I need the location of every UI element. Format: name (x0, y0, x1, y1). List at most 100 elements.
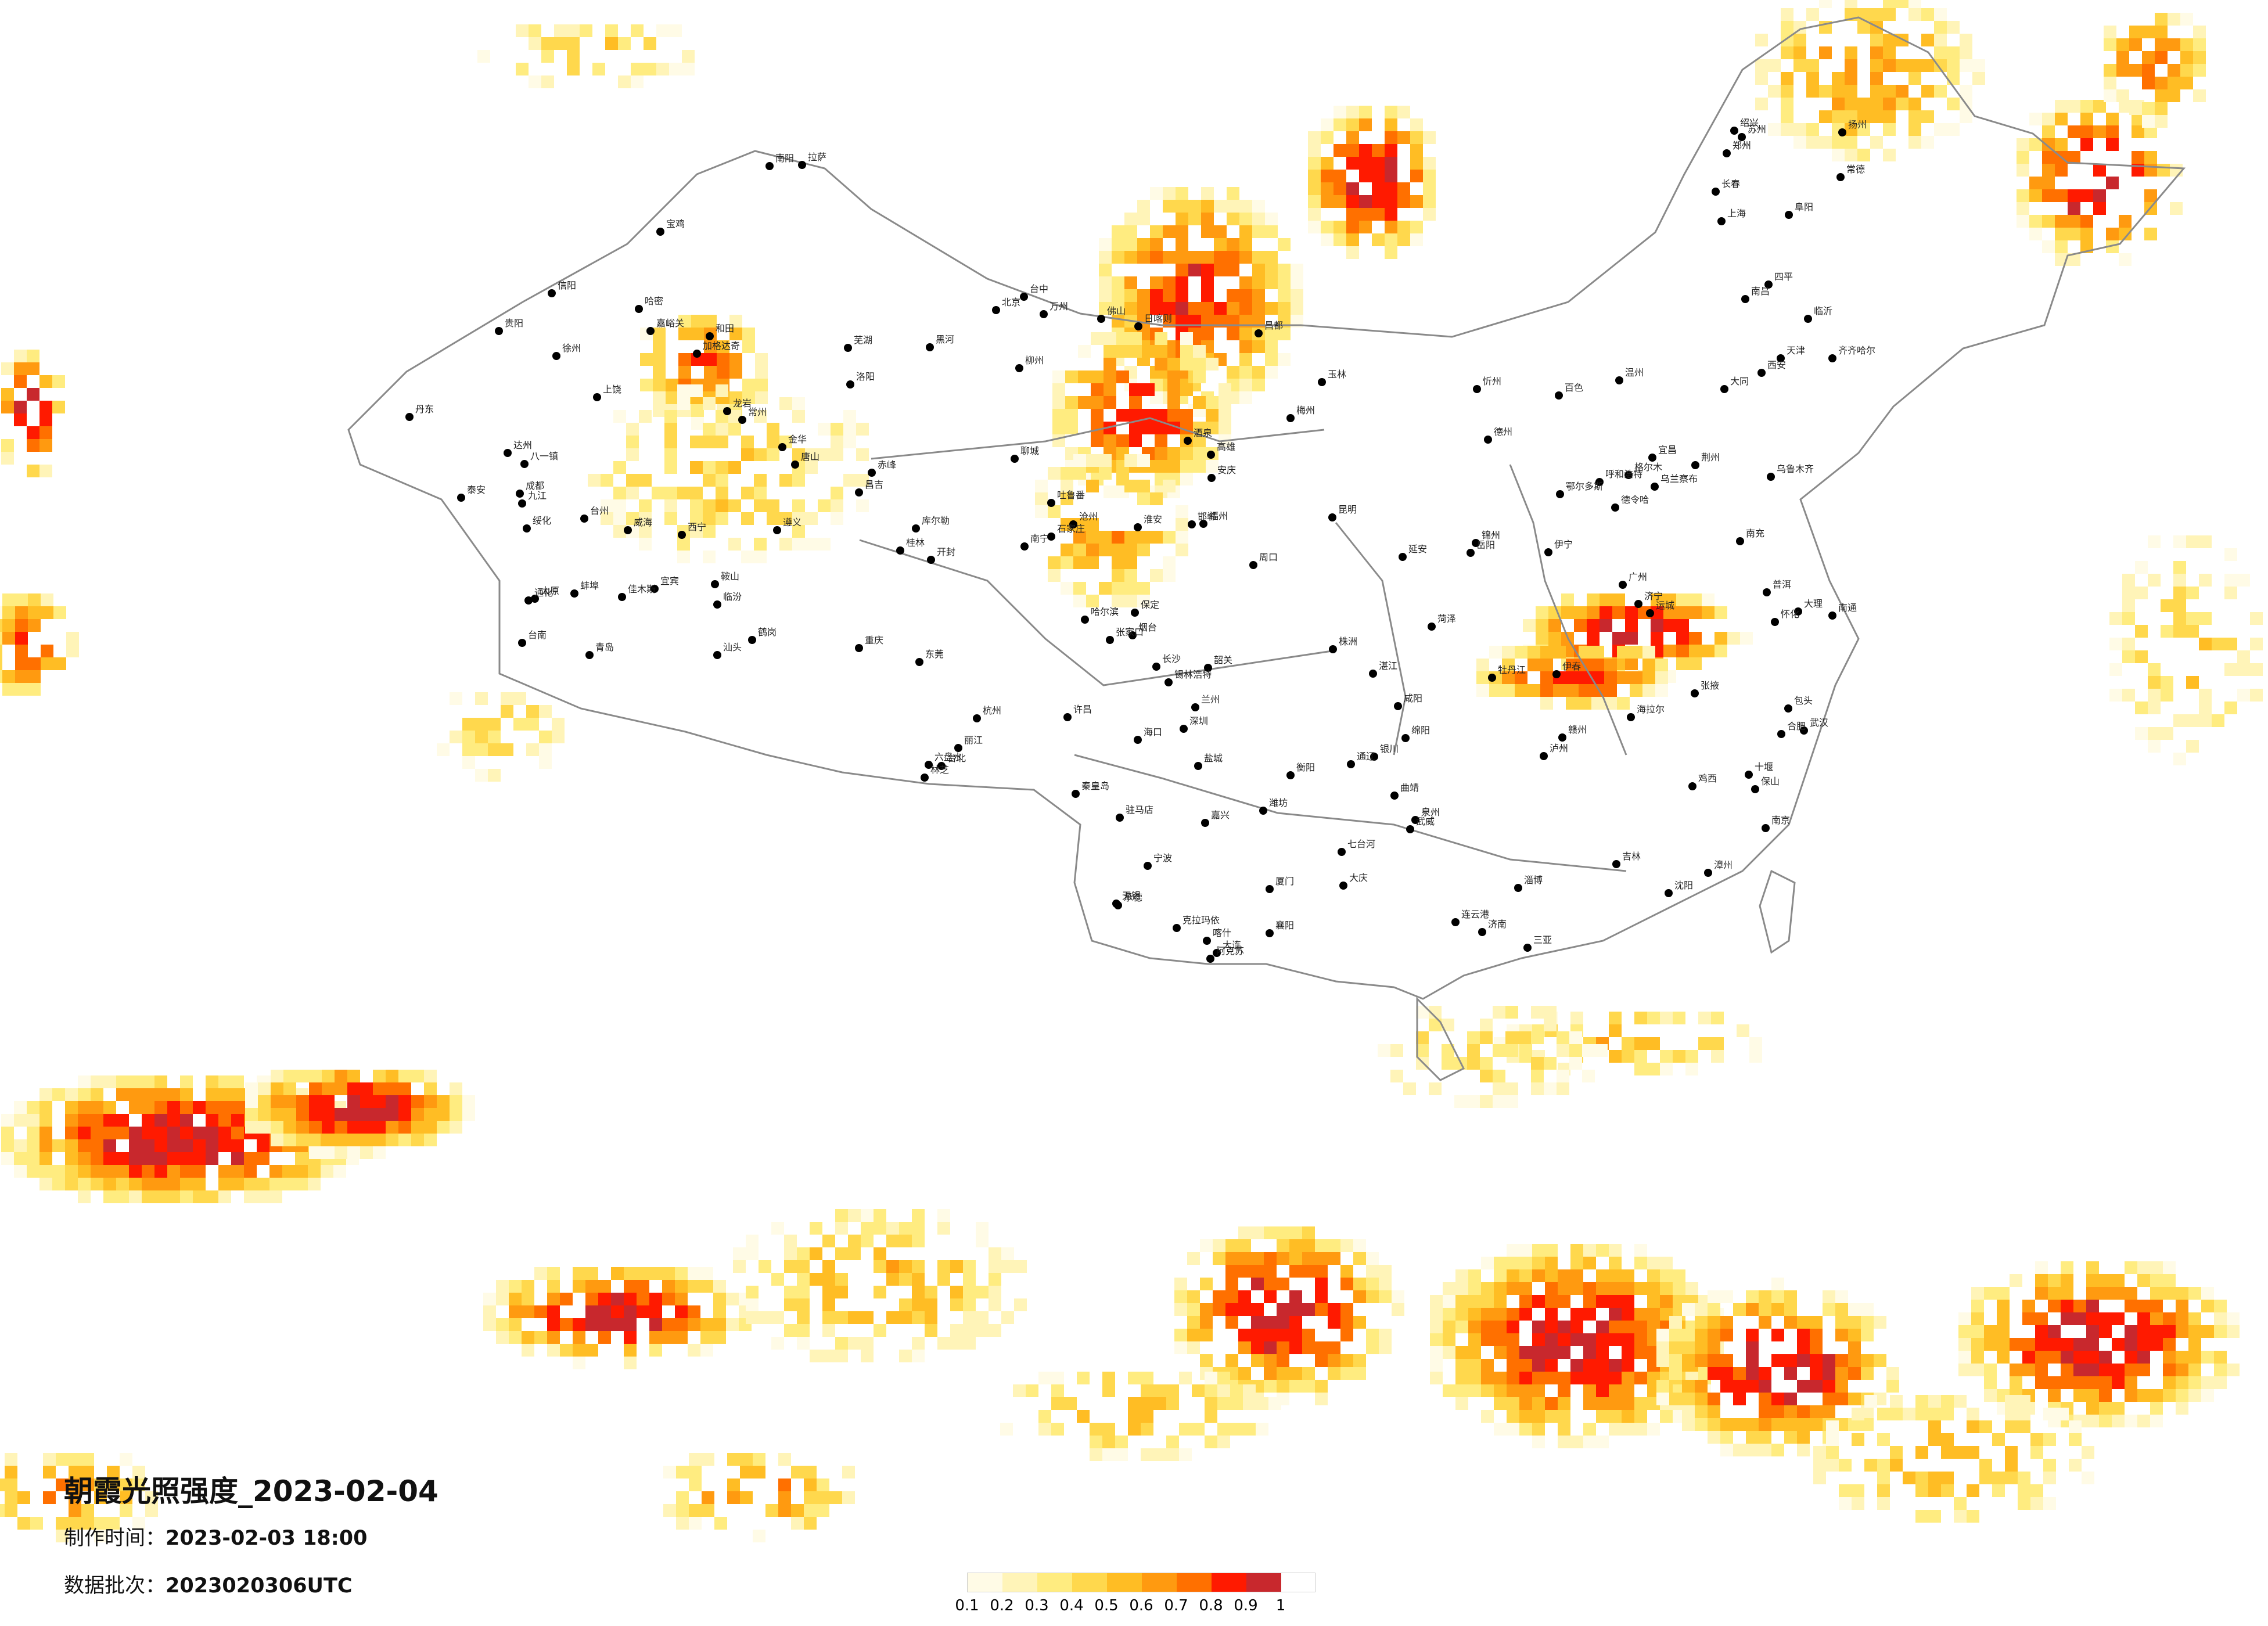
city-marker (624, 526, 632, 534)
intensity-cell (2148, 663, 2161, 676)
intensity-cell (1179, 1448, 1192, 1461)
intensity-cell (1289, 1329, 1302, 1341)
intensity-cell (322, 1082, 335, 1095)
intensity-cell (1112, 315, 1124, 328)
intensity-cell (1507, 1269, 1519, 1282)
intensity-cell (2150, 1389, 2163, 1402)
intensity-cell (702, 1504, 714, 1517)
intensity-cell (573, 1318, 585, 1331)
intensity-cell (1997, 1300, 2010, 1312)
intensity-cell (817, 1504, 829, 1517)
intensity-cell (411, 1121, 424, 1134)
intensity-cell (899, 1222, 912, 1235)
legend-tick-label: 0.1 (955, 1597, 979, 1614)
intensity-cell (1570, 1269, 1583, 1282)
intensity-cell (1908, 98, 1921, 110)
intensity-cell (1141, 1397, 1153, 1410)
intensity-cell (856, 423, 869, 436)
intensity-cell (2112, 1364, 2125, 1376)
intensity-cell (295, 1178, 308, 1190)
intensity-cell (1167, 409, 1180, 422)
intensity-cell (1201, 187, 1214, 200)
intensity-cell (727, 1491, 740, 1504)
intensity-cell (1622, 1050, 1634, 1063)
intensity-cell (1193, 447, 1206, 460)
intensity-cell (1291, 264, 1303, 276)
intensity-cell (2161, 625, 2173, 638)
intensity-cell (1291, 276, 1303, 289)
intensity-cell (818, 448, 831, 461)
intensity-cell (1102, 1436, 1115, 1448)
intensity-cell (218, 1178, 231, 1190)
city-label: 南阳 (775, 153, 794, 164)
intensity-cell (726, 1293, 739, 1305)
intensity-cell (1544, 1006, 1557, 1019)
intensity-cell (103, 1152, 116, 1165)
intensity-cell (664, 461, 677, 474)
intensity-cell (1214, 200, 1227, 213)
intensity-cell (258, 1108, 271, 1121)
intensity-cell (1252, 276, 1265, 289)
intensity-cell (1278, 276, 1291, 289)
intensity-cell (1137, 492, 1150, 505)
intensity-cell (2104, 26, 2116, 38)
intensity-cell (1591, 671, 1604, 684)
intensity-cell (231, 1101, 244, 1114)
city-label: 连云港 (1461, 909, 1489, 920)
city-marker (1207, 474, 1216, 482)
intensity-cell (1163, 276, 1176, 289)
intensity-cell (1848, 1341, 1861, 1354)
intensity-cell (2122, 689, 2135, 702)
intensity-cell (1251, 1252, 1264, 1265)
intensity-cell (1733, 1380, 1746, 1393)
intensity-cell (2119, 100, 2132, 113)
intensity-cell (592, 63, 605, 75)
intensity-cell (848, 1247, 861, 1260)
intensity-cell (1947, 59, 1960, 72)
intensity-cell (716, 436, 728, 448)
intensity-cell (2069, 1459, 2082, 1472)
intensity-cell (626, 512, 639, 525)
city-marker (1411, 816, 1419, 824)
intensity-cell (1861, 1329, 1874, 1341)
city-label: 威海 (634, 517, 652, 528)
intensity-cell (1494, 1282, 1507, 1295)
intensity-cell (1569, 1031, 1582, 1044)
intensity-cell (1315, 1303, 1328, 1316)
intensity-cell (1489, 684, 1502, 697)
city-label: 合肥 (1787, 721, 1806, 732)
city-marker (896, 546, 904, 555)
intensity-cell (1870, 46, 1883, 59)
intensity-cell (2055, 189, 2068, 202)
intensity-cell (716, 487, 728, 499)
intensity-cell (1238, 1303, 1251, 1316)
intensity-cell (1695, 1393, 1708, 1405)
intensity-cell (925, 1298, 937, 1311)
intensity-cell (1480, 1095, 1493, 1108)
intensity-cell (1265, 302, 1278, 315)
intensity-cell (649, 1331, 662, 1344)
intensity-cell (771, 1337, 784, 1350)
intensity-cell (1755, 72, 1768, 85)
intensity-cell (797, 1298, 810, 1311)
intensity-cell (804, 1466, 817, 1478)
intensity-cell (347, 1108, 360, 1121)
intensity-cell (1112, 251, 1124, 264)
intensity-cell (1558, 1384, 1570, 1397)
intensity-cell (1000, 1423, 1013, 1436)
intensity-cell (154, 1190, 167, 1203)
city-marker (1762, 824, 1770, 832)
intensity-cell (1651, 606, 1663, 619)
intensity-cell (1507, 1397, 1519, 1410)
intensity-cell (675, 1267, 688, 1280)
intensity-cell (1219, 409, 1231, 422)
intensity-cell (271, 1082, 283, 1095)
intensity-cell (1835, 1367, 1848, 1380)
intensity-cell (1252, 251, 1265, 264)
city-marker (1478, 928, 1486, 936)
intensity-cell (1591, 659, 1604, 671)
intensity-cell (2188, 1351, 2201, 1364)
intensity-cell (2086, 1351, 2099, 1364)
intensity-cell (2029, 138, 2042, 151)
intensity-cell (282, 1165, 295, 1178)
